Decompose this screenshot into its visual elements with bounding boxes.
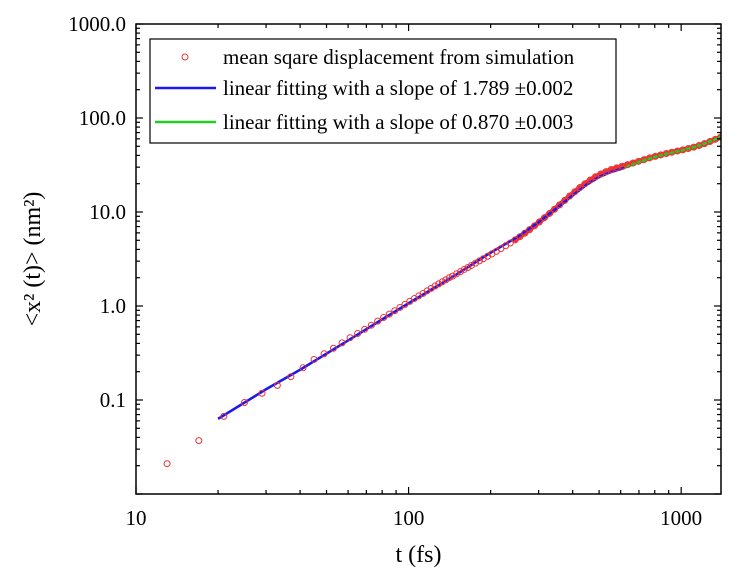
x-tick-label-2: 1000: [660, 506, 702, 530]
y-tick-label-0: 0.1: [100, 388, 126, 412]
y-tick-label-2: 10.0: [89, 200, 126, 224]
fit-line-slope-1789: [218, 168, 625, 419]
legend-label-2: linear fitting with a slope of 0.870 ±0.…: [223, 110, 573, 134]
legend-label-1: linear fitting with a slope of 1.789 ±0.…: [223, 76, 573, 100]
legend-label-0: mean sqare displacement from simulation: [223, 45, 575, 69]
x-axis-title: t (fs): [396, 542, 442, 568]
data-layer: [164, 134, 724, 467]
legend: mean sqare displacement from simulation l…: [150, 39, 616, 143]
y-tick-label-4: 1000.0: [68, 12, 126, 36]
x-tick-label-1: 100: [393, 506, 425, 530]
y-tick-label-3: 100.0: [79, 106, 126, 130]
x-tick-label-0: 10: [126, 506, 147, 530]
simulation-dense-trace: [515, 137, 720, 240]
y-axis-title: <x² (t)> (nm²): [20, 192, 46, 327]
msd-point-0: [164, 461, 170, 467]
y-tick-label-1: 1.0: [100, 294, 126, 318]
msd-point-1: [196, 438, 202, 444]
